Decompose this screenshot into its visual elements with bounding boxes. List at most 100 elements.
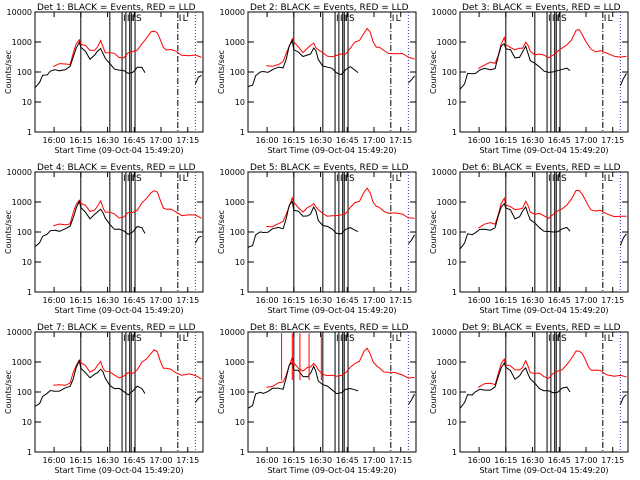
- x-tick-label: 16:15: [69, 136, 92, 145]
- x-tick-label: 16:15: [282, 136, 305, 145]
- marker-label: L: [396, 14, 401, 24]
- x-axis-label: Start Time (09-Oct-04 15:49:20): [479, 306, 608, 315]
- marker-label: S: [561, 174, 567, 184]
- y-tick-label: 1000: [225, 358, 245, 367]
- y-tick-label: 100: [230, 228, 245, 237]
- x-tick-label: 16:15: [282, 456, 305, 465]
- y-tick-label: 1000: [12, 38, 32, 47]
- lld-series-line: [266, 347, 415, 388]
- x-tick-label: 16:30: [309, 296, 332, 305]
- y-tick-label: 1: [27, 448, 32, 457]
- marker-label: I: [392, 14, 395, 24]
- events-series-line: [460, 42, 571, 90]
- y-tick-label: 10000: [7, 168, 32, 177]
- marker-label: I: [340, 174, 343, 184]
- plot-area: I I II S I L: [35, 172, 202, 292]
- x-tick-label: 16:00: [256, 296, 279, 305]
- y-tick-label: 1000: [12, 198, 32, 207]
- x-tick-label: 17:15: [176, 456, 199, 465]
- marker-label: I: [131, 174, 134, 184]
- marker-label: I: [131, 334, 134, 344]
- x-axis-label: Start Time (09-Oct-04 15:49:20): [479, 146, 608, 155]
- plot-area: I I II S I L: [248, 172, 415, 292]
- events-series-line: [460, 202, 571, 250]
- marker-label: I: [345, 14, 348, 24]
- marker-label: S: [349, 334, 355, 344]
- events-tail-line: [619, 233, 627, 246]
- marker-label: I: [557, 334, 560, 344]
- y-tick-label: 10000: [432, 328, 457, 337]
- plot-area: I I II S I L: [248, 332, 415, 452]
- marker-label: I: [127, 14, 130, 24]
- x-tick-label: 16:30: [521, 456, 544, 465]
- y-axis-label: Counts/sec: [4, 50, 13, 94]
- x-tick-label: 16:00: [43, 456, 66, 465]
- lld-series-line: [478, 28, 627, 69]
- detector-panel-7: Det 7: BLACK = Events, RED = LLD 1 10 100 10…: [4, 323, 204, 475]
- y-tick-label: 100: [442, 68, 457, 77]
- events-tail-line: [619, 394, 627, 405]
- marker-label: I: [344, 174, 347, 184]
- marker-label: S: [136, 334, 142, 344]
- x-axis-label: Start Time (09-Oct-04 15:49:20): [54, 306, 183, 315]
- x-tick-label: 16:00: [43, 136, 66, 145]
- x-tick-label: 16:45: [548, 296, 571, 305]
- y-tick-label: 100: [442, 388, 457, 397]
- x-axis-label: Start Time (09-Oct-04 15:49:20): [479, 466, 608, 475]
- y-tick-label: 10000: [220, 8, 245, 17]
- marker-label: I: [552, 334, 555, 344]
- marker-label: I: [132, 174, 135, 184]
- marker-label: S: [349, 174, 355, 184]
- lld-series-line: [266, 187, 415, 228]
- panel-title: Det 1: BLACK = Events, RED = LLD: [37, 3, 196, 13]
- y-tick-label: 1000: [437, 38, 457, 47]
- x-tick-label: 16:45: [548, 136, 571, 145]
- marker-label: I: [127, 334, 130, 344]
- y-tick-label: 10: [447, 258, 457, 267]
- detector-panel-2: Det 2: BLACK = Events, RED = LLD 1 10 100 10…: [217, 3, 417, 155]
- events-series-line: [248, 39, 359, 88]
- marker-label: I: [179, 174, 182, 184]
- x-tick-label: 16:15: [494, 296, 517, 305]
- y-tick-label: 1: [240, 288, 245, 297]
- x-tick-label: 16:15: [494, 136, 517, 145]
- marker-label: I: [340, 334, 343, 344]
- y-tick-label: 1000: [225, 198, 245, 207]
- y-tick-label: 1000: [437, 358, 457, 367]
- y-tick-label: 10: [235, 98, 245, 107]
- events-series-line: [248, 361, 359, 409]
- detector-panel-8: Det 8: BLACK = Events, RED = LLD 1 10 100 10…: [217, 323, 417, 475]
- detector-panel-5: Det 5: BLACK = Events, RED = LLD 1 10 100 10…: [217, 163, 417, 315]
- plot-area: I I II S I L: [460, 12, 627, 132]
- y-tick-label: 10: [22, 258, 32, 267]
- marker-label: I: [336, 14, 339, 24]
- marker-label: I: [131, 14, 134, 24]
- x-tick-label: 17:00: [149, 136, 172, 145]
- y-tick-label: 100: [442, 228, 457, 237]
- x-tick-label: 16:30: [309, 136, 332, 145]
- y-tick-label: 10: [235, 418, 245, 427]
- marker-label: I: [548, 14, 551, 24]
- marker-label: I: [132, 334, 135, 344]
- x-tick-label: 17:00: [362, 136, 385, 145]
- y-tick-label: 100: [17, 68, 32, 77]
- x-tick-label: 16:30: [96, 296, 119, 305]
- x-tick-label: 16:45: [336, 296, 359, 305]
- y-axis-label: Counts/sec: [217, 210, 226, 254]
- x-tick-label: 17:00: [362, 456, 385, 465]
- y-tick-label: 100: [230, 388, 245, 397]
- y-tick-label: 10: [447, 98, 457, 107]
- events-tail-line: [619, 73, 627, 86]
- events-series-line: [248, 200, 359, 248]
- y-tick-label: 1: [27, 128, 32, 137]
- marker-label: I: [127, 174, 130, 184]
- y-tick-label: 10: [235, 258, 245, 267]
- x-axis-label: Start Time (09-Oct-04 15:49:20): [267, 306, 396, 315]
- x-tick-label: 16:00: [43, 296, 66, 305]
- marker-label: I: [344, 14, 347, 24]
- x-tick-label: 17:00: [574, 296, 597, 305]
- plot-area: I I II S I L: [35, 332, 202, 452]
- x-tick-label: 17:15: [389, 296, 412, 305]
- detector-panel-6: Det 6: BLACK = Events, RED = LLD 1 10 100 10…: [429, 163, 629, 315]
